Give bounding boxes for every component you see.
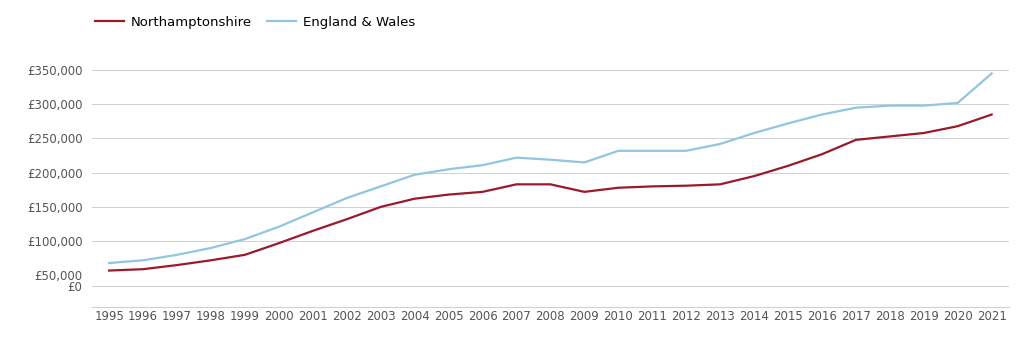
England & Wales	[341, 196, 353, 200]
Northamptonshire	[545, 182, 557, 186]
England & Wales	[918, 103, 930, 108]
Legend: Northamptonshire, England & Wales: Northamptonshire, England & Wales	[89, 11, 421, 34]
England & Wales	[748, 131, 760, 135]
Northamptonshire	[816, 152, 828, 156]
England & Wales	[306, 210, 318, 215]
England & Wales	[442, 167, 455, 172]
England & Wales	[476, 163, 488, 167]
Northamptonshire	[171, 263, 183, 267]
Northamptonshire	[951, 124, 964, 128]
England & Wales	[510, 156, 522, 160]
Northamptonshire	[646, 184, 658, 189]
Northamptonshire	[103, 268, 116, 273]
Northamptonshire	[409, 197, 421, 201]
England & Wales	[714, 142, 726, 146]
Northamptonshire	[579, 190, 591, 194]
Northamptonshire	[306, 229, 318, 233]
England & Wales	[884, 103, 896, 108]
Northamptonshire	[137, 267, 150, 271]
Northamptonshire	[680, 184, 692, 188]
Line: England & Wales: England & Wales	[110, 73, 991, 263]
England & Wales	[579, 160, 591, 164]
Northamptonshire	[272, 241, 285, 245]
England & Wales	[612, 149, 625, 153]
Northamptonshire	[442, 192, 455, 197]
Northamptonshire	[850, 138, 862, 142]
Northamptonshire	[341, 217, 353, 221]
England & Wales	[272, 225, 285, 229]
Northamptonshire	[782, 164, 795, 168]
England & Wales	[171, 253, 183, 257]
Northamptonshire	[985, 112, 997, 116]
England & Wales	[103, 261, 116, 265]
England & Wales	[239, 237, 251, 241]
England & Wales	[205, 246, 217, 250]
Northamptonshire	[510, 182, 522, 186]
Northamptonshire	[748, 174, 760, 178]
Northamptonshire	[884, 134, 896, 138]
Northamptonshire	[714, 182, 726, 186]
Northamptonshire	[375, 205, 387, 209]
England & Wales	[782, 121, 795, 126]
Northamptonshire	[918, 131, 930, 135]
England & Wales	[985, 71, 997, 76]
Northamptonshire	[476, 190, 488, 194]
England & Wales	[816, 112, 828, 116]
England & Wales	[680, 149, 692, 153]
England & Wales	[137, 258, 150, 262]
Northamptonshire	[205, 258, 217, 262]
England & Wales	[850, 106, 862, 110]
England & Wales	[409, 173, 421, 177]
Northamptonshire	[239, 253, 251, 257]
England & Wales	[951, 101, 964, 105]
England & Wales	[646, 149, 658, 153]
Line: Northamptonshire: Northamptonshire	[110, 114, 991, 270]
England & Wales	[545, 157, 557, 162]
England & Wales	[375, 184, 387, 189]
Northamptonshire	[612, 186, 625, 190]
